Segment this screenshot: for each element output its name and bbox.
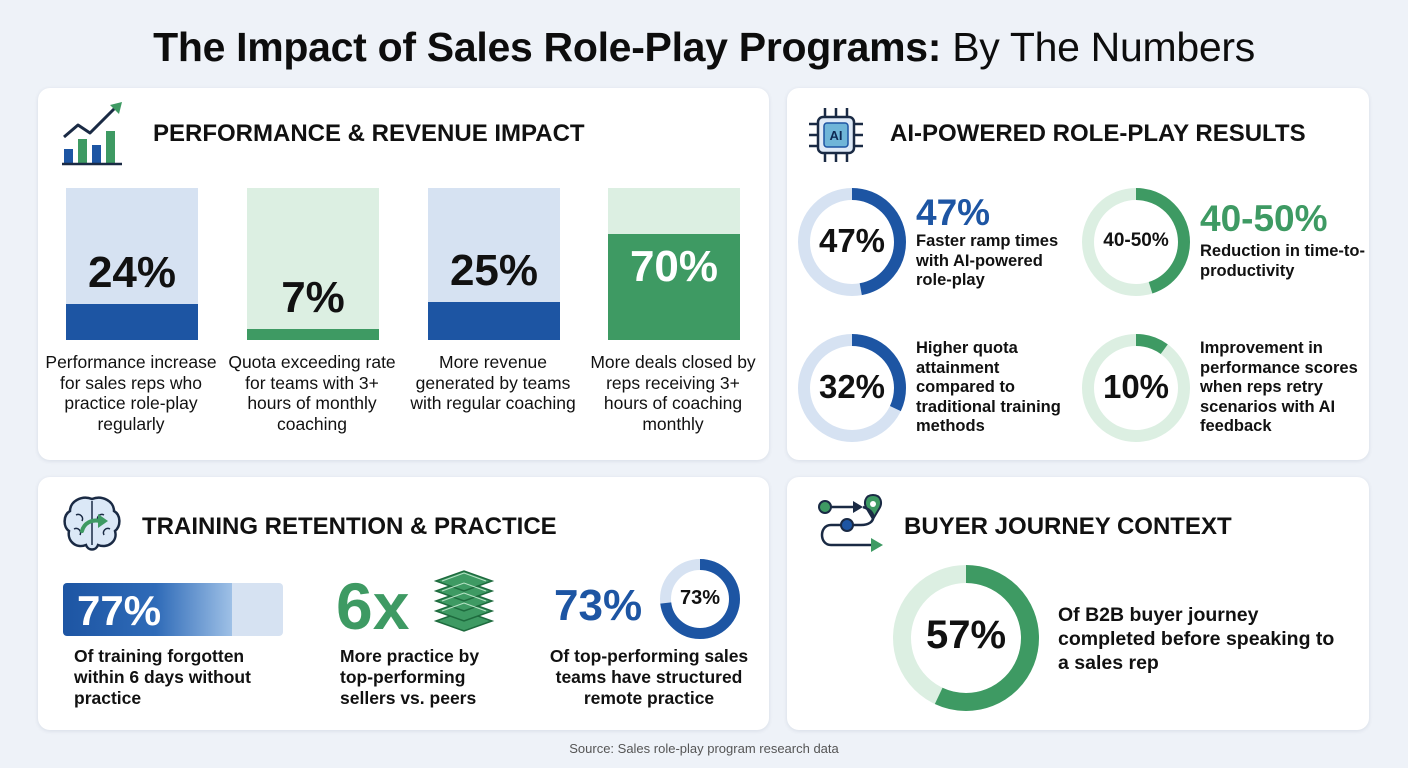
forgotten-bar: 77% xyxy=(63,583,283,636)
practice-desc: More practice by top-performing sellers … xyxy=(340,646,480,708)
ai-ring-label: 32% xyxy=(818,367,886,405)
buyer-desc: Of B2B buyer journey completed before sp… xyxy=(1058,604,1335,674)
ai-description: Reduction in time-to-productivity xyxy=(1200,242,1365,280)
buyer-ring-svg xyxy=(893,565,1039,711)
source-note: Source: Sales role-play program research… xyxy=(569,741,839,756)
ai-ring-label: 40-50% xyxy=(1103,230,1169,252)
ai-card: AI AI-POWERED ROLE-PLAY RESULTS 47% 47% Fa… xyxy=(787,88,1369,460)
ai-description: Higher quota attainment compared to trad… xyxy=(916,339,1061,435)
training-title: TRAINING RETENTION & PRACTICE xyxy=(142,513,557,540)
ai-ring-arc xyxy=(1082,334,1190,442)
bar-chart-trend-icon xyxy=(62,102,122,166)
practice-value: 6x xyxy=(336,569,410,643)
ai-ring-svg xyxy=(1082,334,1190,442)
performance-card: PERFORMANCE & REVENUE IMPACT 24% Performa… xyxy=(38,88,769,460)
bar-column-1: 24% xyxy=(66,188,198,340)
remote-value: 73% xyxy=(554,581,643,630)
bar-value-label: 7% xyxy=(281,273,345,322)
ai-ring-label: 47% xyxy=(818,221,886,259)
forgotten-desc: Of training forgotten within 6 days with… xyxy=(74,646,251,708)
route-map-icon xyxy=(818,493,883,552)
bar-track xyxy=(247,188,379,340)
buyer-ring: 57% xyxy=(893,565,1039,711)
bar-value-label: 24% xyxy=(87,248,177,297)
bar-column-4: 70% xyxy=(608,188,740,340)
buyer-title: BUYER JOURNEY CONTEXT xyxy=(904,513,1232,540)
ai-ring-3: 32% xyxy=(798,334,906,442)
bar-description: More revenue generated by teams with reg… xyxy=(410,352,576,413)
svg-text:AI: AI xyxy=(830,128,843,143)
bar-value-label: 25% xyxy=(449,246,539,295)
bar-description: Quota exceeding rate for teams with 3+ h… xyxy=(228,352,396,434)
forgotten-bar-fill xyxy=(63,583,233,636)
ai-ring-arc xyxy=(1082,188,1190,296)
ai-big-value: 47% xyxy=(916,192,991,233)
ai-ring-svg xyxy=(798,334,906,442)
title-bold: The Impact of Sales Role-Play Programs: xyxy=(153,24,942,70)
bar xyxy=(66,304,198,340)
buyer-ring-arc xyxy=(893,565,1039,711)
brain-icon xyxy=(63,496,121,551)
ai-big-value: 40-50% xyxy=(1200,198,1328,239)
title-normal: By The Numbers xyxy=(952,24,1255,70)
bar-description: Performance increase for sales reps who … xyxy=(45,352,217,434)
remote-ring: 73% xyxy=(660,559,740,639)
bar-column-3: 25% xyxy=(428,188,560,340)
bar-column-2: 7% xyxy=(247,188,379,340)
ai-ring-svg xyxy=(798,188,906,296)
remote-ring-label: 73% xyxy=(679,586,721,609)
buyer-card: BUYER JOURNEY CONTEXT 57% Of B2B buyer j… xyxy=(787,477,1369,730)
ai-ring-2: 40-50% xyxy=(1082,188,1190,296)
ai-description: Faster ramp times with AI-powered role-p… xyxy=(916,232,1059,289)
page-title: The Impact of Sales Role-Play Programs: … xyxy=(0,24,1408,71)
ai-ring-arc xyxy=(798,188,906,296)
ai-title: AI-POWERED ROLE-PLAY RESULTS xyxy=(890,120,1306,147)
ai-ring-4: 10% xyxy=(1082,334,1190,442)
remote-desc: Of top-performing sales teams have struc… xyxy=(549,646,749,708)
ai-ring-arc xyxy=(798,334,906,442)
remote-ring-svg xyxy=(660,559,740,639)
bar xyxy=(428,302,560,340)
ai-ring-svg xyxy=(1082,188,1190,296)
bar xyxy=(608,234,740,340)
ai-chip-icon: AI xyxy=(809,108,863,162)
forgotten-value: 77% xyxy=(77,587,162,634)
ai-ring-label: 10% xyxy=(1102,367,1170,405)
remote-ring-arc xyxy=(660,559,740,639)
stacked-layers-icon xyxy=(433,570,495,632)
bar xyxy=(247,329,379,340)
training-card: TRAINING RETENTION & PRACTICE 77% Of tra… xyxy=(38,477,769,730)
bar-value-label: 70% xyxy=(629,242,719,291)
ai-description: Improvement in performance scores when r… xyxy=(1200,339,1358,435)
bar-description: More deals closed by reps receiving 3+ h… xyxy=(590,352,756,434)
buyer-ring-label: 57% xyxy=(925,613,1007,658)
ai-ring-1: 47% xyxy=(798,188,906,296)
performance-title: PERFORMANCE & REVENUE IMPACT xyxy=(153,120,585,147)
